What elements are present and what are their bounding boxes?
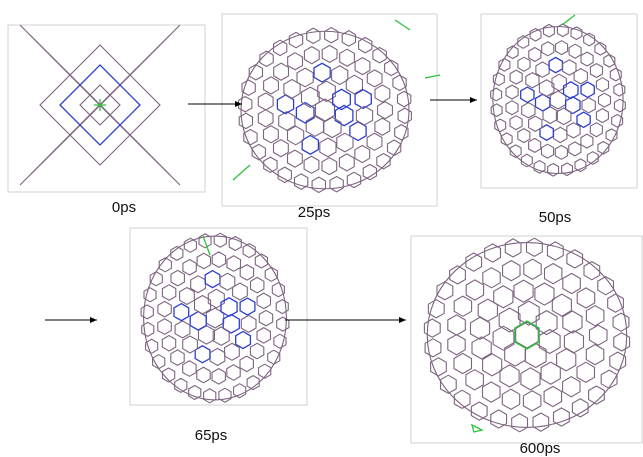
panel-label: 600ps	[520, 440, 561, 457]
panel-frame	[481, 14, 637, 188]
panel-label: 0ps	[112, 199, 136, 216]
panel-label: 25ps	[298, 204, 331, 221]
figure: 0ps 25ps 50ps 65ps 600ps	[0, 0, 643, 457]
panel-frame	[130, 228, 307, 405]
panel-label: 65ps	[195, 427, 228, 444]
panel-label: 50ps	[539, 209, 572, 226]
panel-frame	[222, 14, 437, 206]
